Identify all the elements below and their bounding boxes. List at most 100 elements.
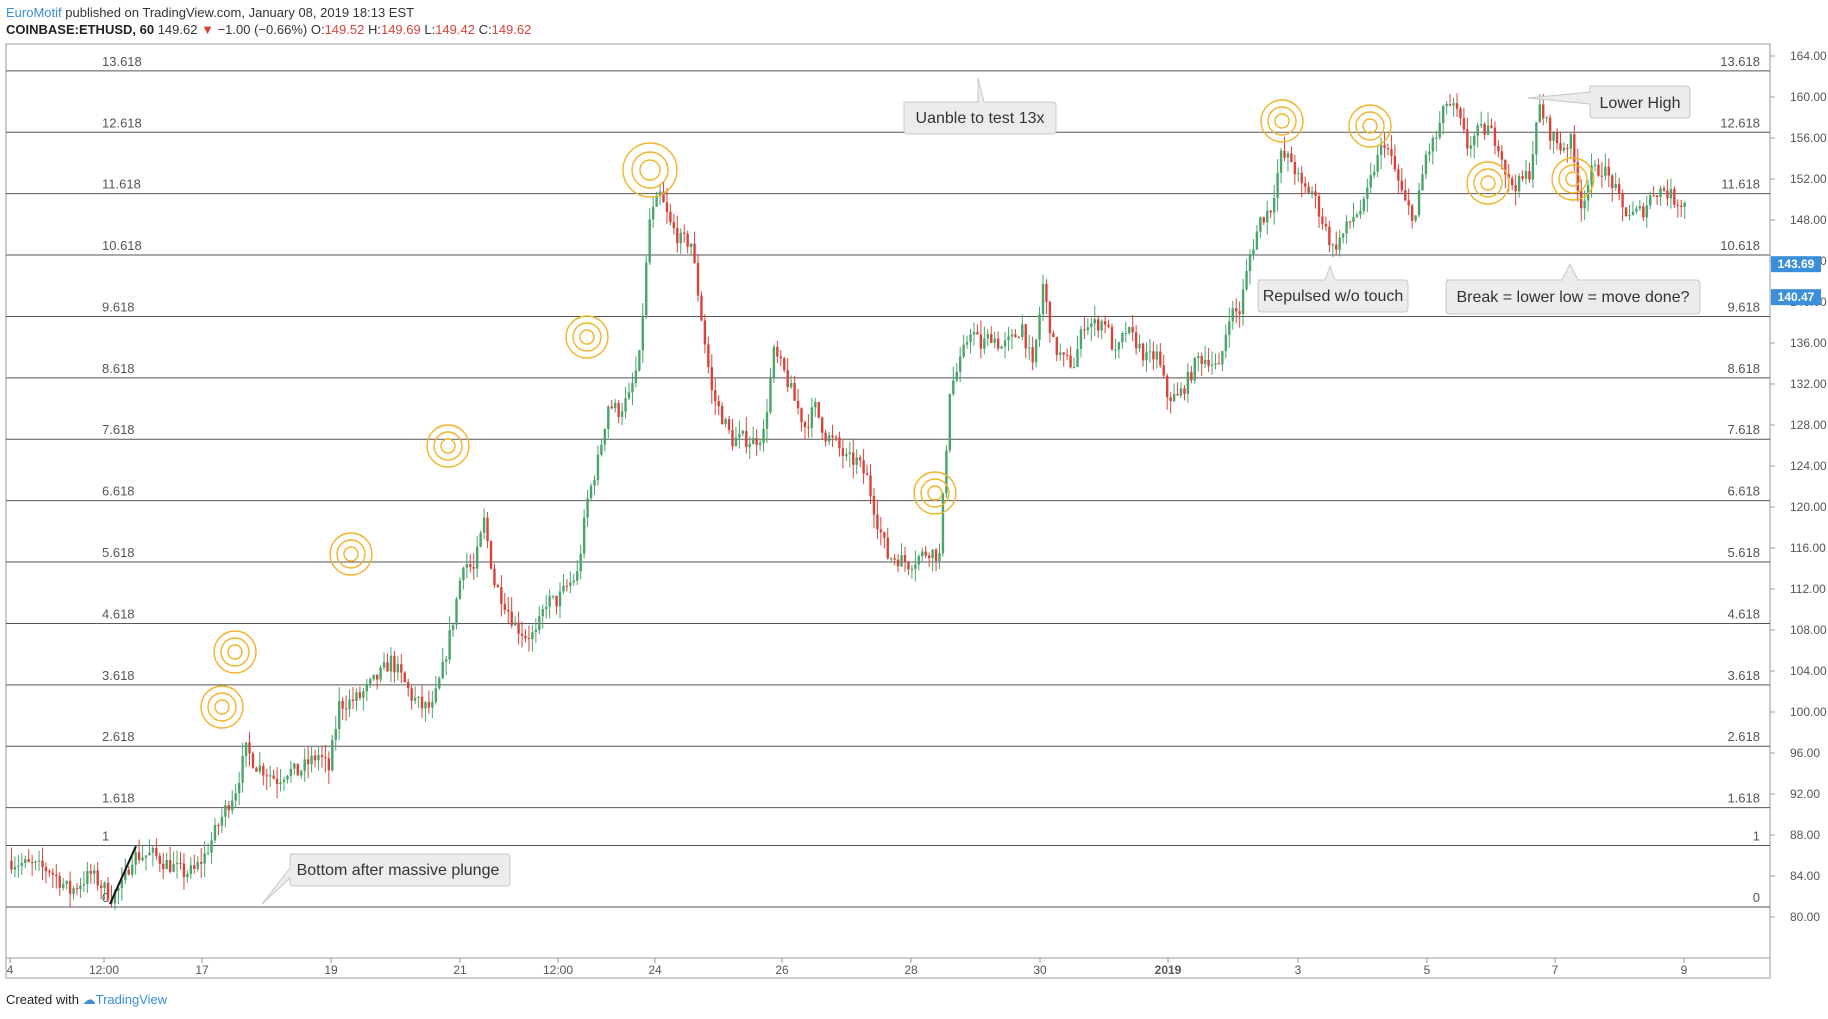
callout-unable-test[interactable]: Uanble to test 13x	[903, 77, 1057, 135]
candle-body	[1535, 122, 1538, 155]
candle-body	[1504, 159, 1507, 175]
ring-circle	[565, 315, 609, 359]
candle-body	[220, 816, 224, 826]
callout-bottom[interactable]: Bottom after massive plunge	[261, 853, 511, 905]
candle-body	[182, 863, 186, 878]
candle-body	[348, 699, 351, 710]
candle-body	[1031, 347, 1034, 363]
candle-body	[34, 861, 37, 863]
candle-body	[1017, 337, 1021, 339]
tradingview-link[interactable]: TradingView	[95, 992, 168, 1007]
candle-body	[1255, 231, 1259, 250]
open-label: O:	[310, 22, 325, 37]
candle-body	[358, 692, 362, 698]
candle-body	[1134, 332, 1138, 349]
candle-body	[886, 537, 889, 559]
candle-body	[1597, 164, 1600, 176]
time-tick-label: 12:00	[89, 963, 119, 977]
candle-body	[596, 454, 600, 481]
price-tick-label: 116.00	[1790, 541, 1826, 555]
candle-body	[1683, 202, 1686, 208]
fib-level-label-right: 4.618	[1727, 606, 1760, 621]
candle-body	[714, 390, 717, 402]
trend-line[interactable]	[109, 845, 137, 905]
candle-body	[1479, 124, 1483, 126]
ring-circle	[631, 151, 669, 189]
candle-body	[106, 882, 110, 900]
candle-body	[272, 775, 275, 779]
candle-body	[1517, 176, 1521, 192]
candle-body	[731, 429, 734, 447]
candle-body	[148, 852, 151, 856]
candle-body	[1172, 394, 1176, 401]
candle-body	[662, 191, 665, 203]
candle-body	[1680, 205, 1683, 208]
candle-body	[300, 770, 303, 776]
ring-circle	[329, 532, 373, 576]
candle-body	[200, 862, 203, 864]
candle-body	[538, 616, 541, 630]
candle-body	[862, 460, 865, 474]
candle-body	[869, 475, 872, 496]
candle-body	[1590, 165, 1593, 185]
candle-body	[444, 659, 448, 662]
candle-body	[389, 655, 393, 672]
candle-body	[1241, 289, 1245, 315]
candle-body	[1093, 319, 1096, 324]
candle-body	[41, 860, 44, 868]
price-axis[interactable]: 164.00160.00156.00152.00148.00144.00140.…	[1770, 49, 1827, 924]
candle-body	[576, 571, 579, 581]
fib-level-label-right: 13.618	[1720, 54, 1760, 69]
candle-body	[1307, 186, 1310, 193]
candle-body	[810, 407, 814, 428]
candle-body	[914, 564, 917, 569]
candle-body	[638, 350, 641, 371]
fib-level-label: 4.618	[102, 606, 135, 621]
chart-header: EuroMotif published on TradingView.com, …	[6, 4, 531, 38]
candle-body	[1300, 173, 1303, 184]
candle-body	[58, 876, 61, 888]
candle-body	[520, 633, 524, 636]
time-tick-label: 17	[195, 963, 209, 977]
candle-body	[303, 759, 306, 771]
candle-body	[1462, 118, 1466, 130]
callout-break[interactable]: Break = lower low = move done?	[1445, 262, 1701, 315]
touch-ring-icon	[1260, 99, 1304, 143]
candle-body	[1286, 153, 1290, 158]
callout-repulsed[interactable]: Repulsed w/o touch	[1257, 264, 1409, 313]
candle-body	[1228, 321, 1231, 335]
change-value: −1.00 (−0.66%)	[217, 22, 308, 37]
fib-level-label: 9.618	[102, 299, 135, 314]
candle-body	[924, 551, 927, 556]
candle-body	[1259, 217, 1262, 232]
candle-body	[620, 411, 624, 417]
candle-body	[1304, 183, 1307, 187]
candle-body	[959, 356, 962, 372]
candle-body	[137, 852, 141, 861]
candle-body	[1400, 180, 1403, 191]
callout-lower-high[interactable]: Lower High	[1527, 85, 1691, 119]
candle-body	[827, 435, 831, 442]
candle-body	[1397, 169, 1400, 181]
candle-body	[793, 383, 796, 401]
candle-body	[817, 401, 820, 418]
time-axis[interactable]: 4 12:00 17 19 21 12:00 24 26 28 30 2019 3 5 7 9	[7, 958, 1688, 977]
chart-footer: Created with ☁TradingView	[6, 992, 167, 1008]
time-tick-label: 7	[1552, 963, 1559, 977]
candle-body	[624, 398, 627, 412]
author-link[interactable]: EuroMotif	[6, 5, 62, 20]
candle-body	[341, 700, 344, 709]
candle-body	[1555, 132, 1559, 144]
ring-circle	[200, 685, 244, 729]
candle-body	[193, 865, 196, 869]
candle-body	[679, 232, 682, 244]
fib-level-label: 1.618	[102, 791, 135, 806]
candle-body	[1169, 397, 1172, 401]
candle-body	[965, 342, 969, 345]
candle-body	[317, 755, 320, 761]
candle-body	[310, 755, 313, 765]
candle-body	[1645, 205, 1648, 218]
candle-body	[1117, 342, 1121, 350]
